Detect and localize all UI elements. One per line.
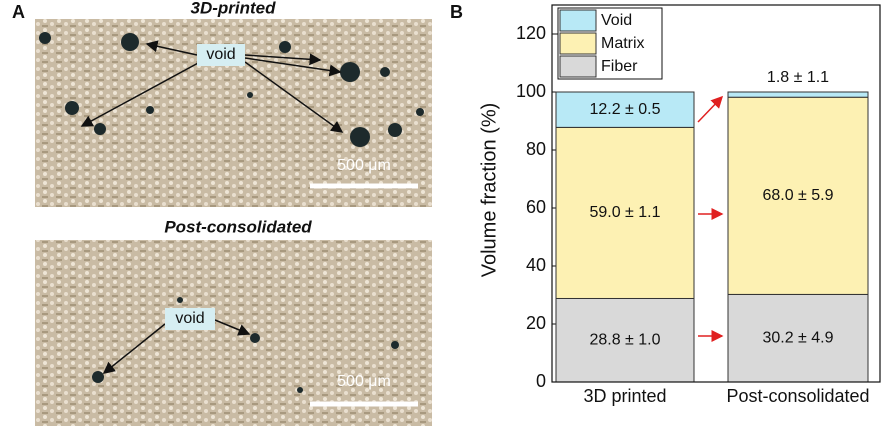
value-label: 68.0 ± 5.9 xyxy=(762,187,833,204)
y-tick-label: 100 xyxy=(516,81,546,101)
scale-bar-label: 500 μm xyxy=(337,373,391,390)
y-tick-label: 0 xyxy=(536,371,546,391)
value-label: 59.0 ± 1.1 xyxy=(589,204,660,221)
bar-segment xyxy=(555,91,695,128)
legend-swatch xyxy=(559,9,597,32)
legend-label: Fiber xyxy=(601,58,638,75)
x-tick-label: 3D printed xyxy=(583,386,666,406)
plot-frame xyxy=(551,4,881,383)
panel-label: A xyxy=(12,2,25,22)
legend-label: Void xyxy=(601,12,632,29)
bar-segment xyxy=(727,96,869,295)
panel-label: B xyxy=(450,2,463,22)
value-label: 12.2 ± 0.5 xyxy=(589,101,660,118)
chart: 0 20 40 60 80 100 120 28.8 ± 1.0 59.0 ± 1.1 12.2 … xyxy=(516,4,881,406)
annotation: void xyxy=(175,310,204,327)
value-label: 30.2 ± 4.9 xyxy=(762,329,833,346)
value-label: 28.8 ± 1.0 xyxy=(589,331,660,348)
value-label: 1.8 ± 1.1 xyxy=(767,69,829,86)
y-tick-label: 120 xyxy=(516,23,546,43)
legend-label: Matrix xyxy=(601,35,645,52)
legend-swatch xyxy=(559,55,597,78)
arrows xyxy=(697,95,724,342)
bar-segment xyxy=(727,293,869,383)
legend-swatch xyxy=(559,32,597,55)
y-tick-label: 60 xyxy=(526,197,546,217)
y-tick-label: 80 xyxy=(526,139,546,159)
scale-bar-label: 500 μm xyxy=(337,157,391,174)
micrograph xyxy=(35,240,432,426)
y-tick-label: 40 xyxy=(526,255,546,275)
y-axis-title: Volume fraction (%) xyxy=(478,103,500,278)
micrograph-title: 3D-printed xyxy=(191,0,277,17)
x-tick-label: Post-consolidated xyxy=(726,386,869,406)
annotation: void xyxy=(206,46,235,63)
bar-segment xyxy=(727,91,869,98)
micrograph xyxy=(35,19,432,207)
bar-segment xyxy=(555,297,695,383)
micrograph-title: Post-consolidated xyxy=(164,217,312,236)
y-tick-label: 20 xyxy=(526,313,546,333)
